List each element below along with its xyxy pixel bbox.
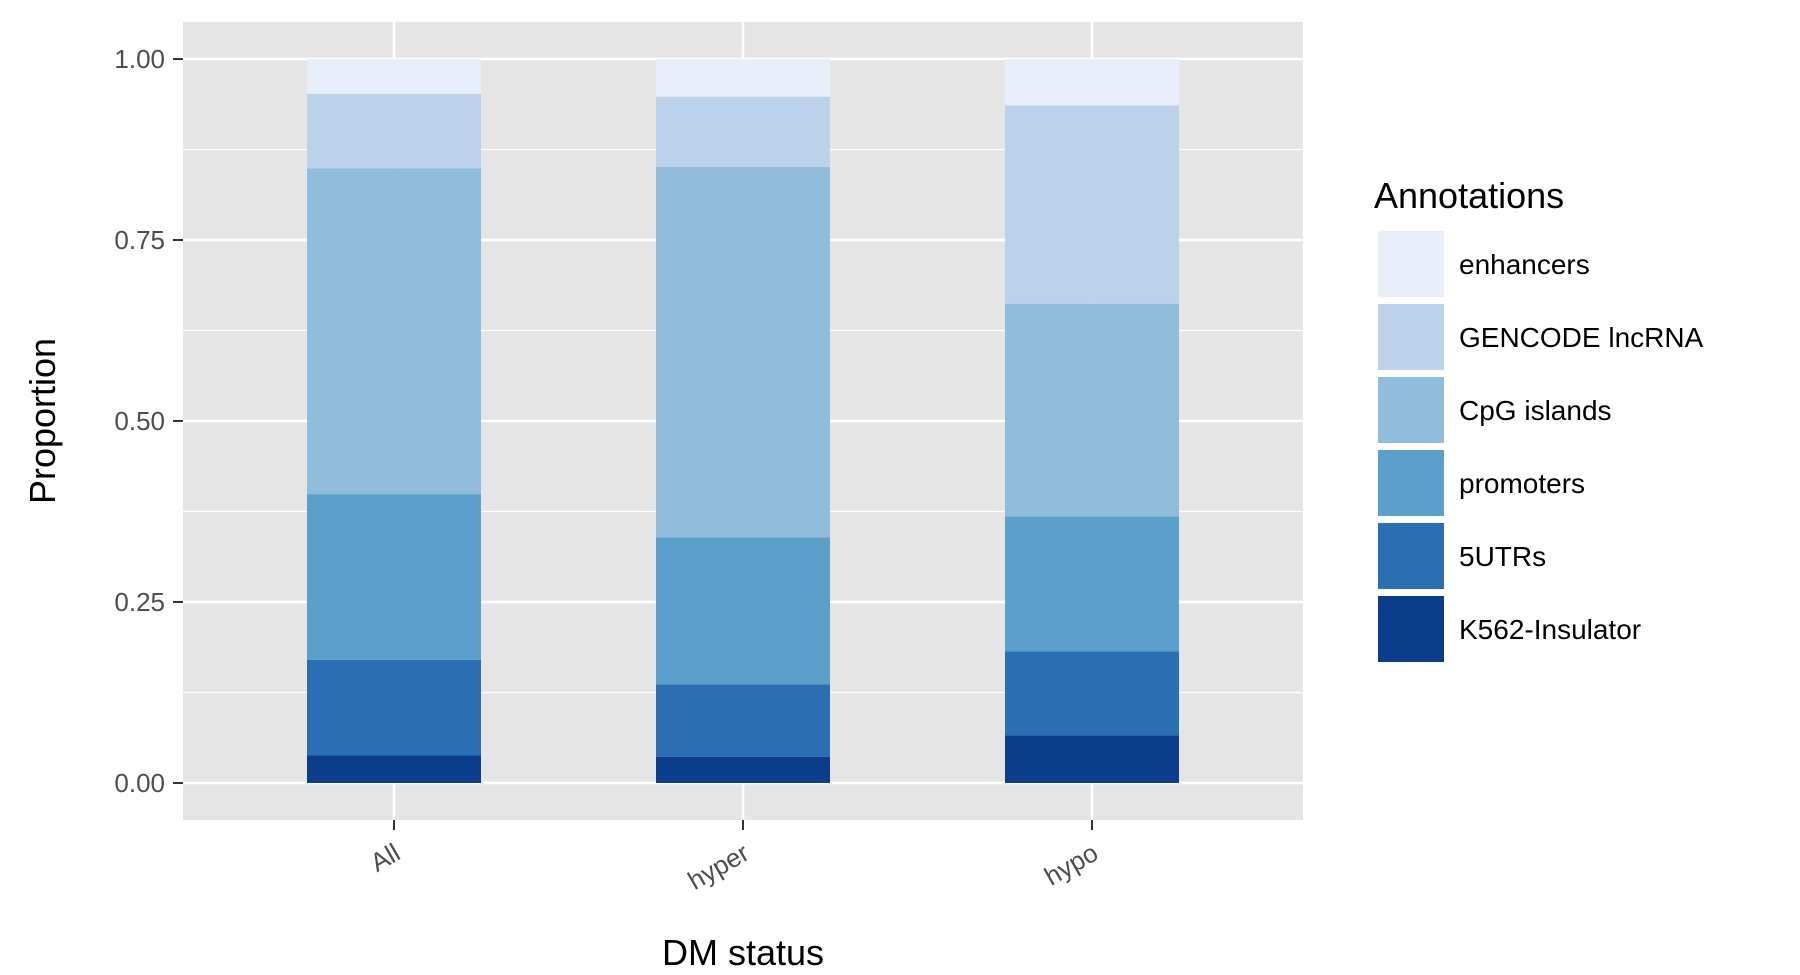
bar-hypo-5utrs [1005, 651, 1179, 736]
y-tick-label: 1.00 [114, 44, 165, 74]
y-tick-label: 0.25 [114, 587, 165, 617]
bar-hypo-gencode-lncrna [1005, 105, 1179, 304]
bar-all-gencode-lncrna [307, 93, 481, 169]
y-tick-label: 0.75 [114, 225, 165, 255]
y-tick-label: 0.00 [114, 768, 165, 798]
legend-key-k562-insulator [1376, 594, 1446, 664]
y-axis-title: Proportion [22, 338, 63, 504]
bar-hyper-k562-insulator [656, 756, 830, 783]
bar-all-promoters [307, 494, 481, 660]
bar-hyper-cpg-islands [656, 166, 830, 538]
bar-hyper-promoters [656, 537, 830, 685]
bars [307, 59, 1179, 783]
bar-hypo-enhancers [1005, 59, 1179, 106]
legend-title: Annotations [1374, 175, 1564, 216]
legend-key-enhancers [1376, 229, 1446, 299]
x-axis: All hyper hypo [365, 820, 1103, 896]
x-tick-label: hypo [1039, 837, 1103, 891]
legend-label-promoters: promoters [1459, 468, 1585, 499]
legend-label-cpg-islands: CpG islands [1459, 395, 1612, 426]
x-axis-title: DM status [662, 932, 824, 973]
x-tick-label: All [365, 837, 405, 877]
bar-all-cpg-islands [307, 168, 481, 495]
bar-hyper-gencode-lncrna [656, 96, 830, 167]
legend-key-gencode-lncrna [1376, 302, 1446, 372]
bar-hypo-k562-insulator [1005, 735, 1179, 783]
bar-hyper-5utrs [656, 684, 830, 757]
bar-all-5utrs [307, 659, 481, 756]
x-tick-label: hyper [683, 837, 755, 896]
legend-label-5utrs: 5UTRs [1459, 541, 1546, 572]
bar-hypo-cpg-islands [1005, 303, 1179, 517]
legend-key-promoters [1376, 448, 1446, 518]
bar-all-enhancers [307, 59, 481, 94]
bar-hyper-enhancers [656, 59, 830, 97]
bar-all-k562-insulator [307, 755, 481, 783]
legend: Annotations enhancers GENCODE lncRNA CpG i… [1374, 175, 1704, 664]
legend-key-cpg-islands [1376, 375, 1446, 445]
legend-label-k562-insulator: K562-Insulator [1459, 614, 1641, 645]
legend-key-5utrs [1376, 521, 1446, 591]
legend-label-gencode-lncrna: GENCODE lncRNA [1459, 322, 1704, 353]
y-tick-label: 0.50 [114, 406, 165, 436]
legend-label-enhancers: enhancers [1459, 249, 1590, 280]
bar-hypo-promoters [1005, 516, 1179, 652]
y-axis: 0.00 0.25 0.50 0.75 1.00 [114, 44, 183, 798]
